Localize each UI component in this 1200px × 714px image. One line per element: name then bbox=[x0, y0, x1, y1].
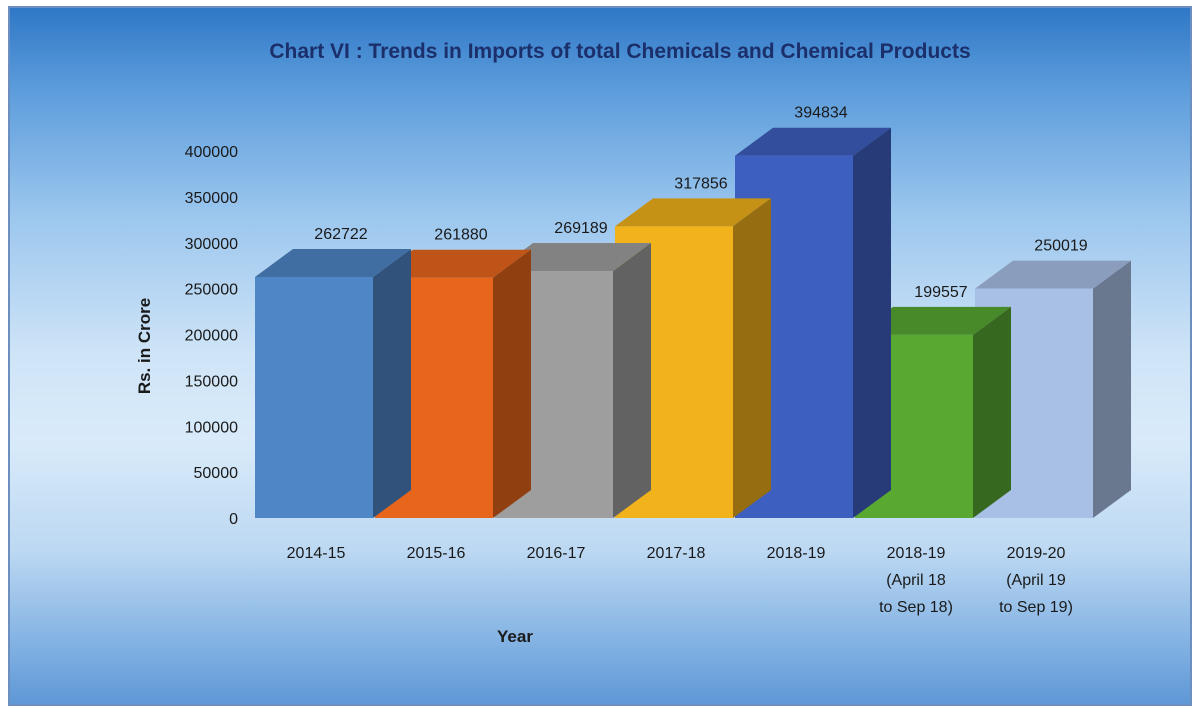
bar-side-face bbox=[973, 306, 1011, 518]
bar-top-face bbox=[975, 260, 1131, 289]
y-tick-label: 100000 bbox=[185, 419, 238, 436]
data-label: 269189 bbox=[554, 220, 607, 237]
category-label-layer: 2014-15 2015-16 2016-17 2017-18 2018-19 2018-… bbox=[287, 545, 1073, 616]
y-tick-label: 300000 bbox=[185, 236, 238, 253]
bar-top-face bbox=[375, 249, 531, 278]
x-category-label: 2015-16 bbox=[407, 545, 466, 562]
x-category-label: 2014-15 bbox=[287, 545, 346, 562]
y-tick-label: 250000 bbox=[185, 282, 238, 299]
y-tick-label: 50000 bbox=[194, 465, 239, 482]
bar-top-face bbox=[855, 306, 1011, 335]
x-category-label: (April 18 bbox=[886, 572, 946, 589]
y-tick-label: 200000 bbox=[185, 328, 238, 345]
x-category-label: 2018-19 bbox=[767, 545, 826, 562]
x-category-label: to Sep 18) bbox=[879, 599, 953, 616]
bar bbox=[255, 248, 411, 518]
bar-side-face bbox=[373, 248, 411, 518]
x-axis-title: Year bbox=[497, 627, 533, 646]
bar-top-face bbox=[495, 243, 651, 272]
data-label-layer: 262722 261880 269189 317856 394834 199557 2500… bbox=[314, 105, 1087, 301]
bar-side-face bbox=[493, 249, 531, 518]
data-label: 250019 bbox=[1034, 238, 1087, 255]
data-label: 262722 bbox=[314, 226, 367, 243]
data-label: 199557 bbox=[914, 284, 967, 301]
y-tick-label: 350000 bbox=[185, 190, 238, 207]
y-tick-label: 400000 bbox=[185, 144, 238, 161]
data-label: 317856 bbox=[674, 175, 727, 192]
bar-side-face bbox=[613, 243, 651, 518]
x-category-label: 2016-17 bbox=[527, 545, 586, 562]
x-category-label: (April 19 bbox=[1006, 572, 1066, 589]
x-category-label: 2019-20 bbox=[1007, 545, 1066, 562]
bar-front-face bbox=[255, 276, 373, 518]
y-tick-label: 0 bbox=[229, 511, 238, 528]
chart-title: Chart VI : Trends in Imports of total Ch… bbox=[269, 40, 970, 63]
y-tick-label: 150000 bbox=[185, 373, 238, 390]
y-tick-layer: 0 50000 100000 150000 200000 250000 300000 3500… bbox=[185, 144, 238, 528]
x-category-label: 2017-18 bbox=[647, 545, 706, 562]
bar-side-face bbox=[733, 198, 771, 518]
bar-top-face bbox=[735, 127, 891, 156]
bars-layer bbox=[255, 127, 1131, 518]
x-category-label: 2018-19 bbox=[887, 545, 946, 562]
bar bbox=[375, 249, 531, 518]
data-label: 394834 bbox=[794, 105, 847, 122]
bar-top-face bbox=[255, 248, 411, 277]
chart-svg: Chart VI : Trends in Imports of total Ch… bbox=[135, 40, 1131, 646]
bar-side-face bbox=[1093, 260, 1131, 518]
chart-frame: Chart VI : Trends in Imports of total Ch… bbox=[8, 6, 1192, 706]
y-axis-title: Rs. in Crore bbox=[135, 298, 154, 394]
bar-side-face bbox=[853, 127, 891, 518]
data-label: 261880 bbox=[434, 227, 487, 244]
x-category-label: to Sep 19) bbox=[999, 599, 1073, 616]
bar-top-face bbox=[615, 198, 771, 227]
